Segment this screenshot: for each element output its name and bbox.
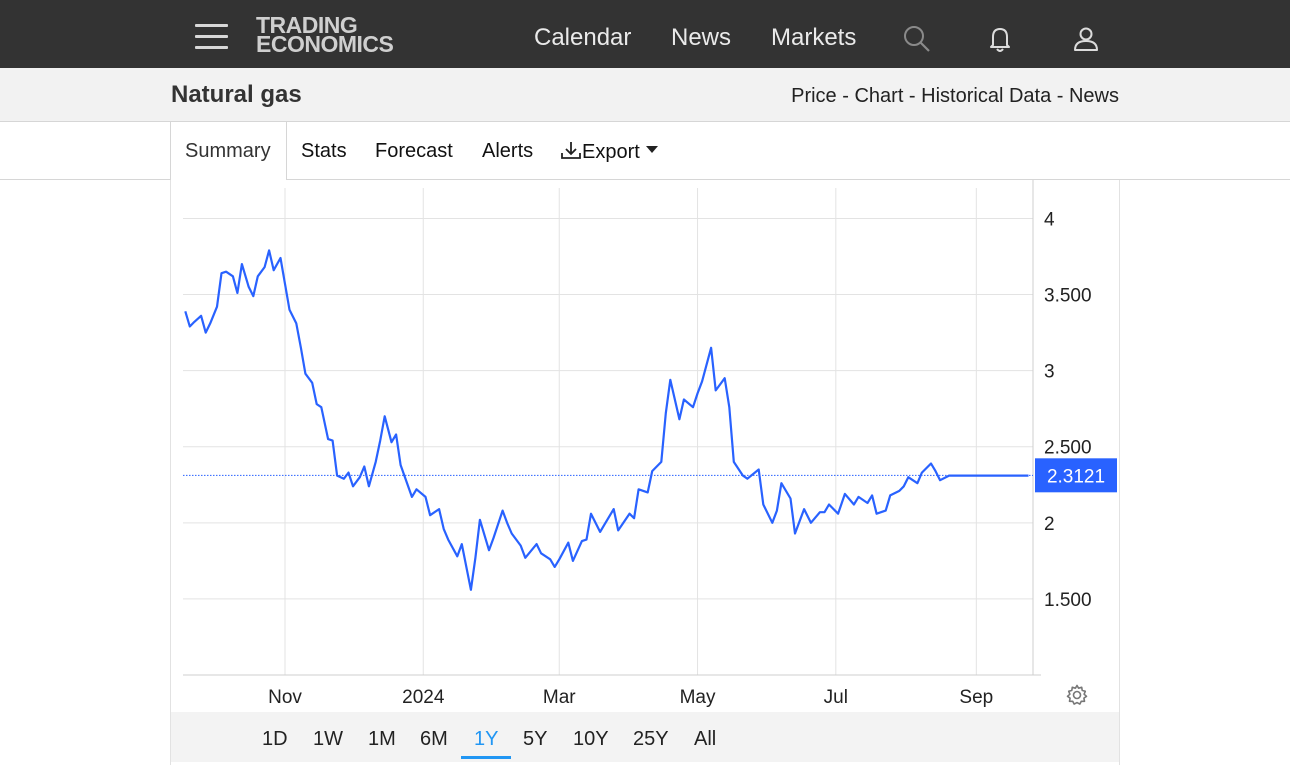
export-button[interactable]: Export [560,140,659,164]
bell-icon[interactable] [985,24,1015,54]
top-navbar: TRADING ECONOMICS Calendar News Markets [0,0,1290,68]
range-10y[interactable]: 10Y [573,728,609,750]
x-tick-label: Nov [268,687,302,708]
chart-link[interactable]: Chart [854,85,904,107]
price-chart[interactable]: 1.500 2 2.500 3 3.500 4 Nov 2024 Mar May Jul Sep 2.3… [171,180,1119,712]
range-all[interactable]: All [694,728,717,750]
crumb-separator: - [1051,85,1069,107]
y-tick-label: 4 [1044,209,1055,230]
logo-line2: ECONOMICS [256,31,394,57]
download-icon [561,142,581,159]
x-tick-label: Jul [824,687,848,708]
logo-line1: TRADING [256,12,358,38]
x-tick-label: May [680,687,716,708]
export-label: Export [582,141,640,163]
x-tick-label: Mar [543,687,576,708]
section-links: Price - Chart - Historical Data - News [791,85,1119,108]
range-1w[interactable]: 1W [313,728,343,750]
active-range-underline [461,756,511,759]
y-tick-label: 3 [1044,362,1055,383]
caret-down-icon [646,146,659,153]
tab-forecast[interactable]: Forecast [375,140,453,162]
chart-container: 1.500 2 2.500 3 3.500 4 Nov 2024 Mar May Jul Sep 2.3… [170,180,1120,765]
nav-calendar-link[interactable]: Calendar [534,24,632,51]
y-tick-label: 3.500 [1044,286,1092,307]
tab-summary-active-frame [170,122,287,180]
price-line[interactable] [184,249,1029,591]
news-link[interactable]: News [1068,85,1119,107]
y-tick-label: 1.500 [1044,590,1092,611]
tab-alerts[interactable]: Alerts [482,140,534,162]
page-header: Natural gas Price - Chart - Historical D… [0,68,1290,122]
tab-stats[interactable]: Stats [301,140,347,162]
tab-bar: Summary Stats Forecast Alerts Export [0,122,1290,180]
last-price-value: 2.3121 [1047,466,1105,487]
nav-news-link[interactable]: News [671,24,732,51]
x-tick-label: 2024 [402,687,445,708]
range-6m[interactable]: 6M [420,728,448,750]
page-title: Natural gas [171,81,302,108]
nav-markets-link[interactable]: Markets [771,24,857,51]
range-1m[interactable]: 1M [368,728,396,750]
trading-economics-logo[interactable]: TRADING ECONOMICS [256,12,426,60]
search-icon[interactable] [902,24,932,54]
x-tick-label: Sep [959,687,993,708]
y-tick-label: 2 [1044,514,1055,535]
range-25y[interactable]: 25Y [633,728,669,750]
historical-data-link[interactable]: Historical Data [921,85,1052,107]
range-1y[interactable]: 1Y [474,728,499,750]
y-tick-label: 2.500 [1044,438,1092,459]
gear-icon[interactable] [1065,683,1089,707]
crumb-separator: - [836,85,855,107]
crumb-separator: - [903,85,922,107]
time-range-selector: 1D 1W 1M 6M 1Y 5Y 10Y 25Y All [171,712,1119,762]
range-5y[interactable]: 5Y [523,728,548,750]
user-icon[interactable] [1071,24,1101,54]
tab-summary[interactable]: Summary [185,140,271,162]
price-link[interactable]: Price [791,85,837,107]
menu-icon[interactable] [195,24,229,50]
range-1d[interactable]: 1D [262,728,288,750]
last-price-tag [1035,458,1117,493]
